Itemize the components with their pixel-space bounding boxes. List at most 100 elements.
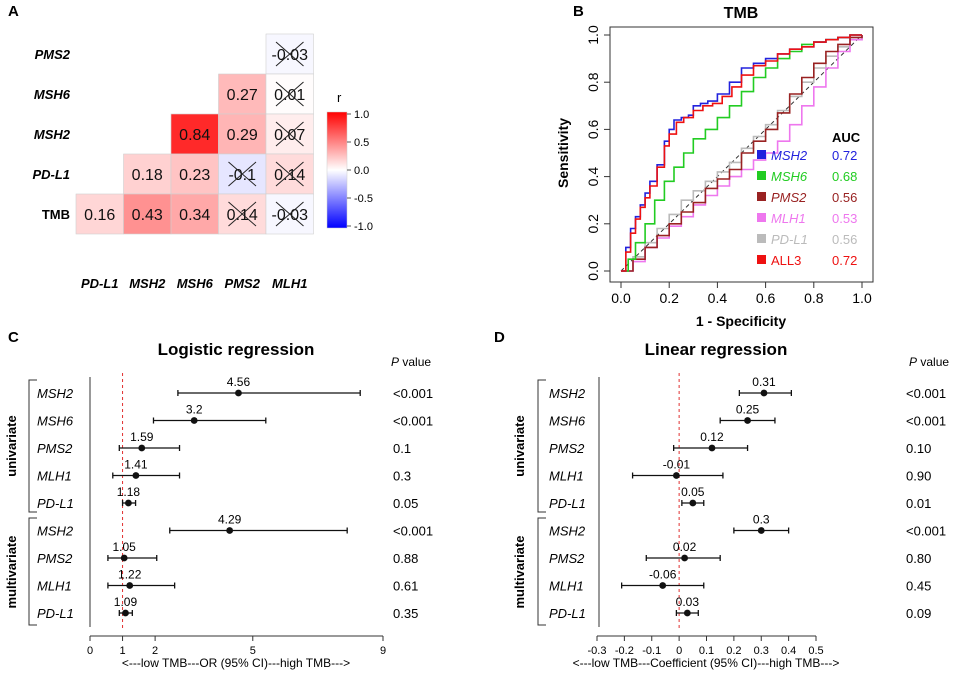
roc-legend-name: MSH2 [771,148,808,163]
forest-d-estimate-point [708,444,716,452]
forest-c-p-value: 0.3 [393,469,411,484]
forest-d-estimate-point [760,389,768,397]
roc-plot-frame [609,26,874,283]
forest-d-group-bracket [537,379,546,513]
heatmap-cell-value: 0.01 [274,87,305,104]
forest-d-group-bracket [537,517,546,626]
forest-c-x-tick-label: 5 [250,645,256,657]
forest-c-x-tick-label: 9 [380,645,386,657]
heatmap-cell [75,193,124,235]
roc-x-ticks: 0.0 0.2 0.4 0.6 0.8 1.0 [611,282,872,306]
forest-c-x-axis-label: <---low TMB---OR (95% CI)---high TMB---> [122,656,350,670]
forest-d-p-value: 0.01 [906,496,931,511]
forest-d-row-label: MSH6 [549,414,586,429]
forest-d-row-label: PMS2 [549,441,585,456]
forest-d-p-value: 0.10 [906,441,931,456]
forest-c-row-label: MSH2 [37,386,74,401]
colorbar-tick-label: 0.5 [354,137,369,149]
forest-d-p-value: <0.001 [906,524,946,539]
heatmap-cell-value: 0.18 [132,167,163,184]
forest-d-p-value: <0.001 [906,386,946,401]
heatmap-col-label: PMS2 [225,276,261,291]
panel-b-letter: B [573,3,584,20]
heatmap-cell-value: 0.27 [227,87,258,104]
forest-d-estimate-label: -0.01 [663,458,691,472]
forest-d-x-tick-label: 0.3 [754,645,769,657]
forest-c-p-value: <0.001 [393,524,433,539]
forest-d-pvalue-header: P value [909,355,949,369]
heatmap-col-label: PD-L1 [81,276,119,291]
forest-d-estimate-label: 0.31 [752,375,776,389]
forest-c-estimate-point [125,499,132,507]
roc-curves [621,34,863,272]
colorbar-tick-label: -0.5 [354,193,373,205]
roc-legend-swatch [757,192,766,201]
heatmap-cell [265,193,314,235]
heatmap-cell-value: 0.43 [132,207,163,224]
forest-d-p-value: <0.001 [906,414,946,429]
heatmap-row-labels: PMS2 MSH6 MSH2 PD-L1 TMB [32,47,70,222]
forest-d-p-value: 0.45 [906,579,931,594]
forest-c-estimate-label: 1.09 [114,595,138,609]
forest-c-estimate-label: 1.05 [113,540,137,554]
forest-d-row-label: PD-L1 [549,496,586,511]
forest-c-estimate-label: 4.56 [227,375,251,389]
forest-d-p-value: 0.80 [906,551,931,566]
roc-legend-swatch [757,213,766,222]
forest-c-row-label: MSH2 [37,524,74,539]
heatmap-cell-value: 0.84 [179,127,210,144]
heatmap-cells: -0.03 0.27 0.01 0.84 0.29 0.07 0.18 0.23 -0.1 0.1… [75,33,314,235]
roc-x-axis-label: 1 - Specificity [696,313,786,329]
heatmap-cell-cross [275,161,304,187]
forest-c-estimate-point [235,389,242,397]
forest-c-pvalue-header: P value [391,355,431,369]
roc-x-tick-label: 1.0 [852,290,872,306]
forest-c-row-label: PMS2 [37,441,73,456]
forest-c-p-value: 0.61 [393,579,418,594]
forest-d-x-tick-label: 0.2 [726,645,741,657]
roc-legend-name: PD-L1 [771,232,808,247]
forest-d-p-value: 0.09 [906,606,931,621]
forest-d-estimate-point [659,582,667,589]
roc-curve-pms2 [621,35,863,272]
forest-d-row-label: PMS2 [549,551,585,566]
roc-x-tick-label: 0.0 [611,290,631,306]
heatmap-col-labels: PD-L1 MSH2 MSH6 PMS2 MLH1 [81,276,307,291]
forest-c-p-value: 0.88 [393,551,418,566]
forest-c-pvalue-p: P [391,355,399,369]
forest-c-group-bracket [28,517,37,626]
panel-a-heatmap: A -0.03 0.27 0.01 0.84 0.29 0.07 0.18 0.23 -0.1 0… [8,3,373,291]
panel-d-forest: D Linear regression P value univariate mu… [494,329,949,670]
heatmap-cell-cross [275,121,304,147]
forest-d-x-tick-label: 0.1 [699,645,714,657]
forest-c-estimate-point [138,444,146,452]
roc-x-tick-label: 0.2 [659,290,679,306]
colorbar-title: r [337,90,342,105]
heatmap-cell [123,153,172,195]
roc-x-tick-label: 0.8 [804,290,824,306]
forest-d-body: univariate multivariate MSH2 0.31 <0.001 MSH6… [512,373,946,657]
roc-y-tick-label: 0.2 [585,214,601,234]
forest-c-p-value: 0.35 [393,606,418,621]
heatmap-cell-cross [275,81,304,107]
forest-c-estimate-label: 3.2 [186,403,203,417]
forest-c-p-value: 0.05 [393,496,418,511]
forest-c-row-label: PMS2 [37,551,73,566]
forest-c-row-label: PD-L1 [37,606,74,621]
roc-legend-auc: 0.68 [832,169,857,184]
roc-legend-swatch [757,171,766,180]
roc-legend-name: MLH1 [771,211,806,226]
forest-c-estimate-label: 1.41 [124,458,148,472]
roc-legend-name: MSH6 [771,169,808,184]
forest-c-group-bracket [28,379,37,513]
roc-y-tick-label: 0.4 [585,167,601,187]
heatmap-cell-cross [275,201,304,227]
forest-c-body: univariate multivariate MSH2 4.56 <0.001 MSH6… [4,373,433,657]
forest-c-estimate-label: 4.29 [218,513,242,527]
heatmap-cell-value: -0.03 [272,47,309,64]
heatmap-cell-value: 0.16 [84,207,115,224]
heatmap-cell-value: 0.07 [274,127,305,144]
heatmap-cell [170,113,219,155]
heatmap-cell-cross [228,201,257,227]
forest-c-pvalue-rest: value [399,355,431,369]
